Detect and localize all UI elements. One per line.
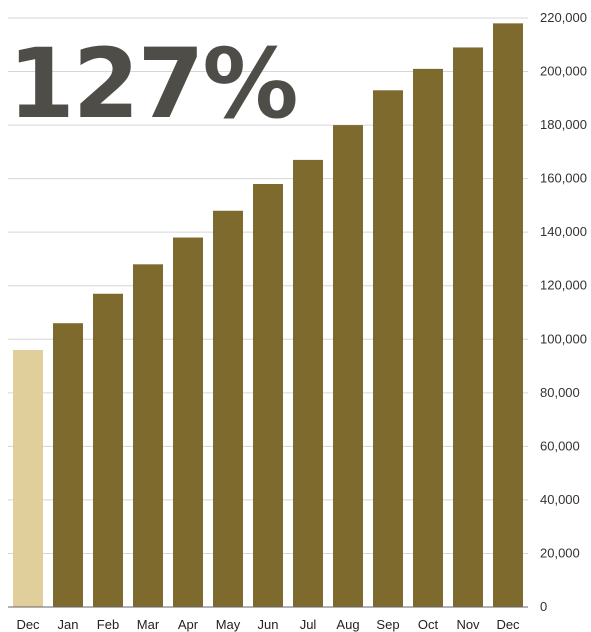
y-tick-label: 100,000 xyxy=(540,331,587,346)
bar xyxy=(333,125,363,607)
x-tick-label: Oct xyxy=(418,617,439,632)
bar xyxy=(213,210,243,607)
x-tick-label: Feb xyxy=(97,617,119,632)
bar xyxy=(453,47,483,607)
x-tick-label: Dec xyxy=(496,617,520,632)
x-tick-label: Aug xyxy=(336,617,359,632)
y-tick-label: 60,000 xyxy=(540,438,580,453)
x-tick-label: Nov xyxy=(456,617,480,632)
bar xyxy=(53,323,83,607)
bar xyxy=(253,183,283,607)
bar xyxy=(373,90,403,607)
y-tick-label: 140,000 xyxy=(540,224,587,239)
x-tick-label: May xyxy=(216,617,241,632)
y-tick-label: 160,000 xyxy=(540,171,587,186)
y-tick-label: 0 xyxy=(540,599,547,614)
x-axis-ticks: Dec Jan Feb Mar Apr May Jun Jul Aug Sep Oct Nov Dec xyxy=(16,617,520,632)
bar xyxy=(173,237,203,607)
headline-percent: 127% xyxy=(8,28,299,140)
x-tick-label: Jul xyxy=(300,617,317,632)
y-tick-label: 40,000 xyxy=(540,492,580,507)
bar xyxy=(493,23,523,607)
x-tick-label: Sep xyxy=(376,617,399,632)
x-tick-label: Dec xyxy=(16,617,40,632)
bar xyxy=(413,68,443,608)
bars xyxy=(13,23,523,608)
y-tick-label: 180,000 xyxy=(540,117,587,132)
y-tick-label: 80,000 xyxy=(540,385,580,400)
y-tick-label: 120,000 xyxy=(540,278,587,293)
x-tick-label: Apr xyxy=(178,617,199,632)
x-tick-label: Jun xyxy=(258,617,279,632)
y-tick-label: 200,000 xyxy=(540,64,587,79)
bar xyxy=(13,349,43,607)
bar xyxy=(133,264,163,607)
y-tick-label: 220,000 xyxy=(540,10,587,25)
bar xyxy=(93,293,123,607)
x-tick-label: Mar xyxy=(137,617,160,632)
x-tick-label: Jan xyxy=(58,617,79,632)
bar xyxy=(293,159,323,608)
y-tick-label: 20,000 xyxy=(540,545,580,560)
y-axis-ticks: 0 20,000 40,000 60,000 80,000 100,000 120,000 1… xyxy=(540,10,587,614)
